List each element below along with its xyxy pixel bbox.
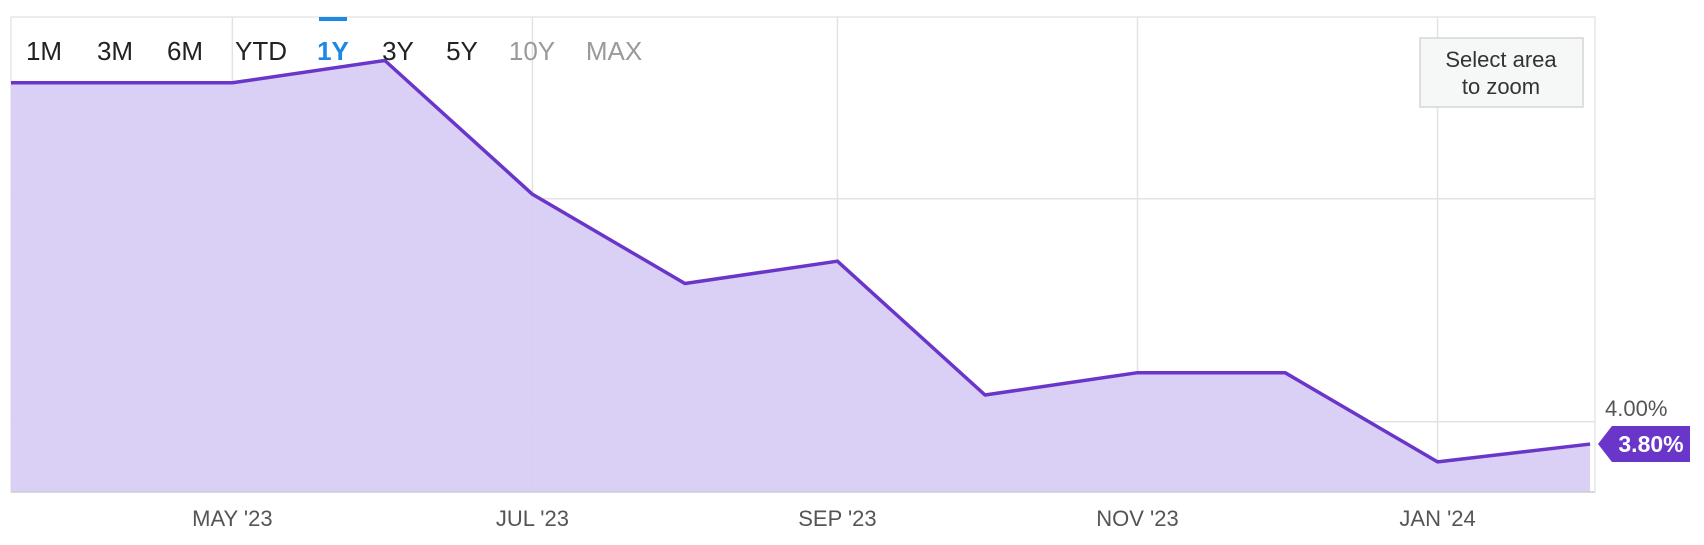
- y-tick-label: 4.00%: [1605, 396, 1667, 421]
- range-active-indicator: [319, 17, 347, 21]
- zoom-hint-box: [1419, 37, 1584, 108]
- x-tick-label: JAN '24: [1399, 506, 1475, 531]
- x-tick-label: NOV '23: [1096, 506, 1178, 531]
- data-point-2023-12-01[interactable]: [1279, 367, 1291, 379]
- last-value-label: 3.80%: [1618, 431, 1683, 457]
- axis-layer: MAY '23 JUL '23 SEP '23 NOV '23 JAN '24 4.00%: [11, 396, 1667, 531]
- zoom-hint-line1: Select area: [1445, 47, 1557, 72]
- range-button-6m[interactable]: 6M: [167, 36, 203, 66]
- range-selector: 1M 3M 6M YTD 1Y 3Y 5Y 10Y MAX: [26, 17, 642, 66]
- last-value-flag: 3.80%: [1598, 426, 1690, 463]
- data-point-2023-07-01[interactable]: [526, 188, 538, 200]
- series-line: [11, 58, 1591, 464]
- data-point-2024-01-01[interactable]: [1432, 456, 1444, 468]
- data-point-2023-04-01[interactable]: [79, 77, 91, 89]
- zoom-hint-line2: to zoom: [1462, 74, 1540, 99]
- range-button-ytd[interactable]: YTD: [235, 36, 287, 66]
- data-point-2023-10-01[interactable]: [979, 389, 991, 401]
- data-point-2023-08-01[interactable]: [679, 277, 691, 289]
- x-tick-label: SEP '23: [798, 506, 876, 531]
- range-button-1y[interactable]: 1Y: [317, 36, 349, 66]
- range-button-max: MAX: [586, 36, 642, 66]
- range-button-1m[interactable]: 1M: [26, 36, 62, 66]
- data-point-2024-02-01[interactable]: [1584, 438, 1596, 450]
- range-button-3m[interactable]: 3M: [97, 36, 133, 66]
- data-point-2023-11-01[interactable]: [1132, 367, 1144, 379]
- range-button-10y: 10Y: [509, 36, 555, 66]
- zoom-hint: Select area to zoom: [1419, 37, 1584, 108]
- range-button-3y[interactable]: 3Y: [382, 36, 414, 66]
- data-point-2023-05-01[interactable]: [226, 77, 238, 89]
- series-area-fill: [11, 60, 1591, 493]
- area-layer: [11, 58, 1596, 493]
- range-button-5y[interactable]: 5Y: [446, 36, 478, 66]
- data-point-2023-09-01[interactable]: [831, 255, 843, 267]
- last-value-badge: [1598, 426, 1690, 463]
- x-tick-label: MAY '23: [192, 506, 272, 531]
- x-tick-label: JUL '23: [496, 506, 569, 531]
